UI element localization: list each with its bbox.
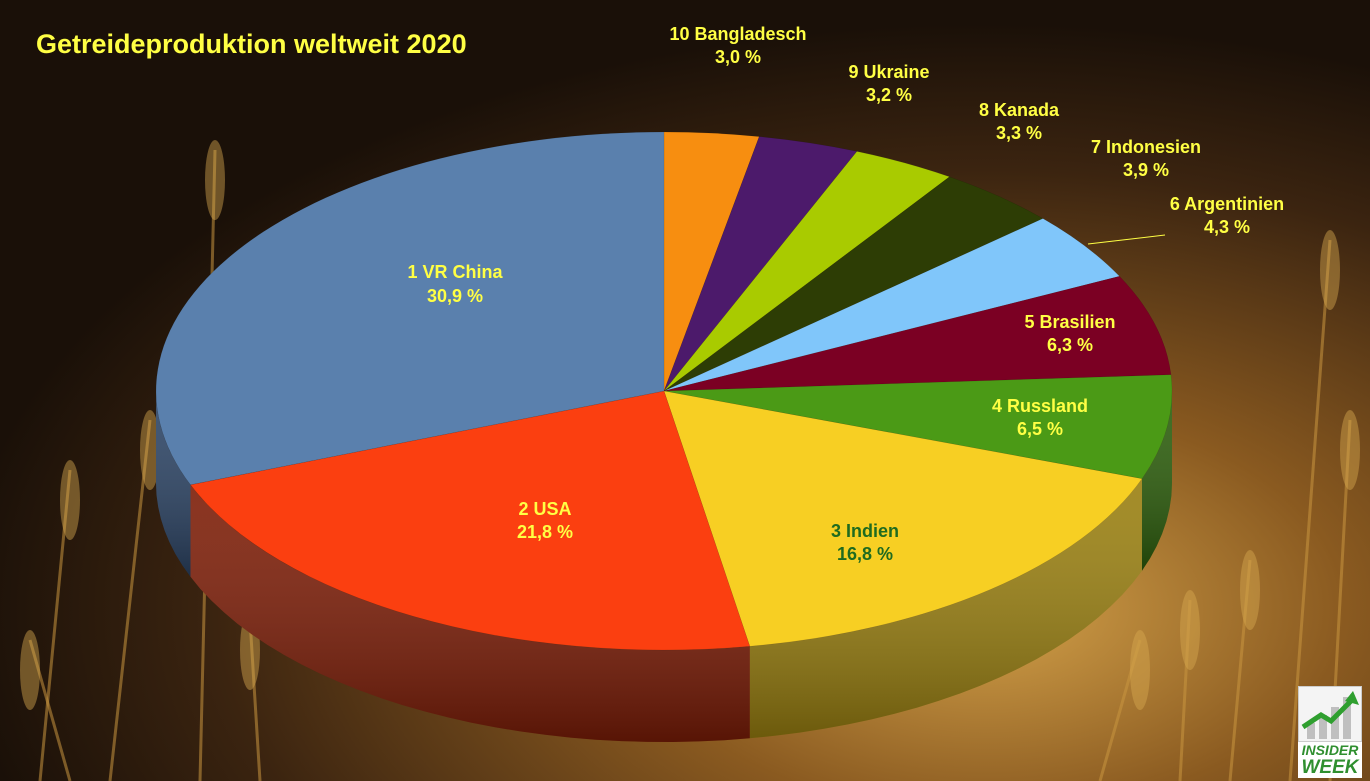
- slice-side-shade-vr-china: [156, 391, 191, 577]
- label-bangladesch: 10 Bangladesch: [669, 24, 806, 44]
- slice-vr-china: [155, 131, 665, 486]
- slice-kanada: [663, 151, 951, 392]
- value-russland: 6,5 %: [1017, 419, 1063, 439]
- logo-line2: WEEK: [1298, 758, 1362, 778]
- slice-bangladesch: [663, 131, 760, 392]
- chart-title: Getreideproduktion weltweit 2020: [36, 29, 467, 59]
- label-vr-china: 1 VR China: [407, 262, 503, 282]
- value-argentinien: 4,3 %: [1204, 217, 1250, 237]
- value-indonesien: 3,9 %: [1123, 160, 1169, 180]
- label-russland: 4 Russland: [992, 396, 1088, 416]
- label-argentinien: 6 Argentinien: [1170, 194, 1284, 214]
- value-brasilien: 6,3 %: [1047, 335, 1093, 355]
- slice-indien: [663, 390, 1143, 647]
- label-indonesien: 7 Indonesien: [1091, 137, 1201, 157]
- value-ukraine: 3,2 %: [866, 85, 912, 105]
- label-indien: 3 Indien: [831, 521, 899, 541]
- argentinien-leader-line: [1087, 234, 1166, 245]
- slice-side-shade-russland: [1142, 391, 1172, 571]
- label-usa: 2 USA: [518, 499, 571, 519]
- slice-usa: [190, 390, 751, 651]
- pie-top: [155, 131, 1173, 651]
- wheat-field-decoration: [20, 140, 1360, 781]
- insider-week-logo: INSIDER WEEK: [1298, 686, 1362, 778]
- pie-sides: [156, 391, 1172, 742]
- label-ukraine: 9 Ukraine: [848, 62, 929, 82]
- slice-brasilien: [663, 276, 1172, 392]
- slice-side-shade-usa: [190, 484, 750, 742]
- slice-indonesien: [663, 176, 1044, 392]
- value-kanada: 3,3 %: [996, 123, 1042, 143]
- label-kanada: 8 Kanada: [979, 100, 1060, 120]
- logo-line1: INSIDER: [1298, 742, 1362, 758]
- rising-chart-icon: [1298, 686, 1362, 742]
- slice-side-shade-indien: [749, 478, 1142, 739]
- slice-argentinien: [663, 218, 1120, 392]
- slice-labels: 1 VR China 30,9 % 2 USA 21,8 % 3 Indien 16,8 …: [407, 24, 1284, 564]
- slice-ukraine: [663, 136, 858, 392]
- value-usa: 21,8 %: [517, 522, 573, 542]
- value-indien: 16,8 %: [837, 544, 893, 564]
- value-bangladesch: 3,0 %: [715, 47, 761, 67]
- value-vr-china: 30,9 %: [427, 286, 483, 306]
- label-brasilien: 5 Brasilien: [1024, 312, 1115, 332]
- slice-russland: [663, 374, 1173, 479]
